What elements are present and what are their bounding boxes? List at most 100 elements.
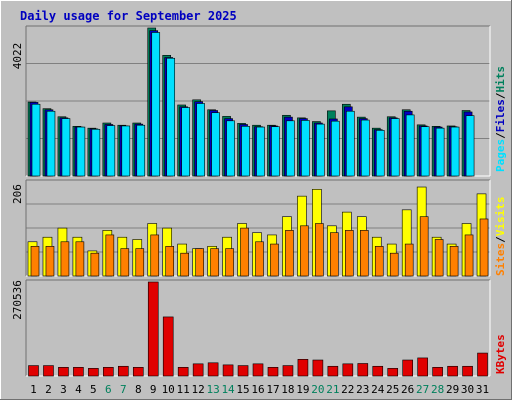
pages-bar: [301, 120, 310, 177]
x-tick-label: 15: [236, 383, 249, 396]
sites-bar: [180, 252, 189, 277]
x-tick-label: 13: [206, 383, 219, 396]
bottom-panel-legend: KBytes: [494, 334, 507, 374]
sites-bar: [404, 243, 414, 277]
pages-bar: [91, 128, 101, 177]
top-panel-legend: Pages/Files/Hits: [494, 66, 507, 172]
x-tick-label: 19: [296, 383, 309, 396]
x-tick-label: 8: [135, 383, 142, 396]
legend-visits: Visits: [494, 197, 507, 237]
sites-bar: [255, 241, 264, 277]
bottom-panel-ymax-label: 270536: [11, 280, 24, 320]
sites-bar: [135, 248, 145, 277]
kbytes-bar: [147, 281, 159, 377]
pages-bar: [196, 103, 205, 177]
x-tick-label: 26: [401, 383, 414, 396]
kbytes-bar: [28, 365, 39, 377]
sites-bar: [75, 241, 85, 277]
kbytes-bar: [118, 365, 129, 377]
x-tick-label: 23: [356, 383, 369, 396]
x-tick-label: 16: [251, 383, 264, 396]
pages-bar: [316, 123, 325, 177]
kbytes-bar: [177, 367, 189, 377]
kbytes-bar: [252, 363, 264, 377]
legend-sites: Sites: [494, 243, 507, 276]
sites-bar: [434, 239, 444, 277]
sites-bar: [330, 232, 339, 277]
kbytes-bar: [222, 364, 234, 377]
top-panel-ymax-label: 4022: [11, 43, 24, 70]
x-tick-label: 6: [105, 383, 112, 396]
sites-bar: [285, 230, 294, 277]
x-tick-label: 10: [162, 383, 175, 396]
sites-bar: [60, 241, 70, 277]
kbytes-bar: [43, 365, 54, 377]
pages-bar: [346, 110, 355, 177]
legend-kbytes: KBytes: [494, 334, 507, 374]
kbytes-bar: [192, 363, 204, 377]
sites-bar: [270, 243, 279, 277]
x-tick-label: 3: [60, 383, 67, 396]
sites-bar: [105, 234, 115, 277]
chart-title: Daily usage for September 2025: [20, 9, 237, 23]
legend-files: Files: [494, 99, 507, 132]
kbytes-bar: [447, 365, 458, 377]
pages-bar: [420, 126, 430, 177]
x-tick-label: 24: [371, 383, 385, 396]
pages-bar: [256, 126, 265, 177]
pages-bar: [450, 126, 460, 177]
pages-bar: [31, 103, 41, 177]
legend-pages: Pages: [494, 139, 507, 172]
pages-bar: [390, 118, 400, 177]
sites-bar: [479, 218, 489, 277]
sites-bar: [389, 252, 399, 277]
kbytes-bar: [73, 367, 84, 377]
pages-bar: [226, 120, 235, 177]
kbytes-bar: [103, 367, 114, 377]
pages-bar: [181, 107, 190, 177]
pages-bar: [405, 114, 415, 177]
x-tick-label: 18: [281, 383, 294, 396]
pages-bar: [46, 110, 56, 177]
pages-bar: [375, 130, 385, 177]
sites-bar: [315, 223, 324, 277]
legend-slash: /: [494, 92, 507, 99]
legend-slash: /: [494, 236, 507, 243]
pages-bar: [61, 118, 71, 177]
pages-bar: [286, 120, 295, 177]
x-tick-label: 14: [221, 383, 235, 396]
pages-bar: [360, 119, 370, 177]
x-tick-label: 1: [30, 383, 37, 396]
kbytes-bar: [297, 359, 309, 377]
kbytes-bar: [432, 367, 443, 377]
sites-bar: [195, 248, 204, 277]
kbytes-bar: [282, 365, 294, 377]
kbytes-bar: [58, 367, 69, 377]
pages-bar: [106, 125, 116, 177]
pages-bar: [331, 120, 340, 177]
pages-bar: [76, 126, 86, 177]
sites-bar: [210, 248, 219, 277]
kbytes-bar: [88, 368, 99, 377]
sites-bar: [449, 246, 459, 277]
kbytes-bar: [132, 367, 144, 377]
pages-bar: [166, 57, 176, 177]
pages-bar: [465, 115, 475, 177]
mid-panel-ymax-label: 206: [11, 184, 24, 204]
mid-panel-legend: Sites/Visits: [494, 197, 507, 277]
x-tick-label: 7: [120, 383, 127, 396]
x-tick-label: 11: [177, 383, 190, 396]
pages-bar: [241, 126, 250, 177]
kbytes-bar: [357, 363, 369, 377]
kbytes-bar: [327, 365, 339, 377]
x-tick-label: 27: [416, 383, 429, 396]
pages-bar: [435, 127, 445, 177]
x-tick-label: 9: [150, 383, 157, 396]
kbytes-bar: [462, 365, 473, 377]
sites-bar: [225, 248, 234, 277]
pages-bar: [151, 32, 161, 177]
sites-bar: [30, 246, 40, 277]
sites-bar: [345, 230, 354, 277]
kbytes-bar: [207, 362, 219, 377]
